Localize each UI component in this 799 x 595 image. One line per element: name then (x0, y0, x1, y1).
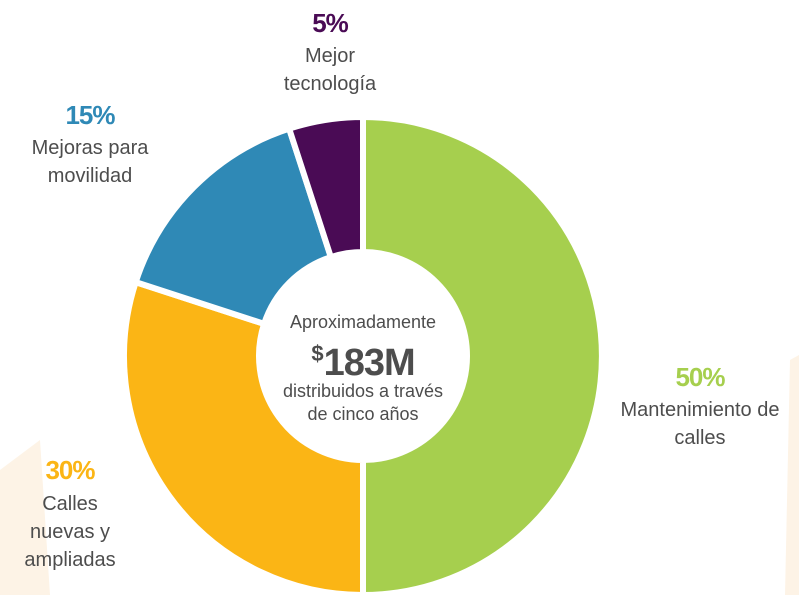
value-label: 15% (65, 100, 115, 130)
center-intro: Aproximadamente (289, 312, 437, 332)
value-label: 50% (675, 362, 725, 392)
currency: $ (311, 341, 323, 366)
category-label: Calles nuevas y ampliadas (24, 493, 116, 571)
category-label: Mantenimiento de calles (620, 399, 780, 449)
background-shape (785, 355, 799, 595)
background-shape (0, 440, 50, 595)
value-label: 5% (312, 8, 349, 38)
donut-slice (360, 113, 605, 595)
amount: 183M (324, 342, 415, 384)
donut-slice (131, 124, 335, 328)
center-amount: $183M (311, 341, 414, 384)
value-label: 30% (45, 455, 95, 485)
donut-slice (285, 113, 366, 261)
category-label: Mejor tecnología (283, 45, 377, 95)
category-label: Mejoras para movilidad (31, 137, 149, 187)
center-note: distribuidos a través de cinco años (282, 381, 444, 424)
donut-slice (121, 278, 366, 595)
